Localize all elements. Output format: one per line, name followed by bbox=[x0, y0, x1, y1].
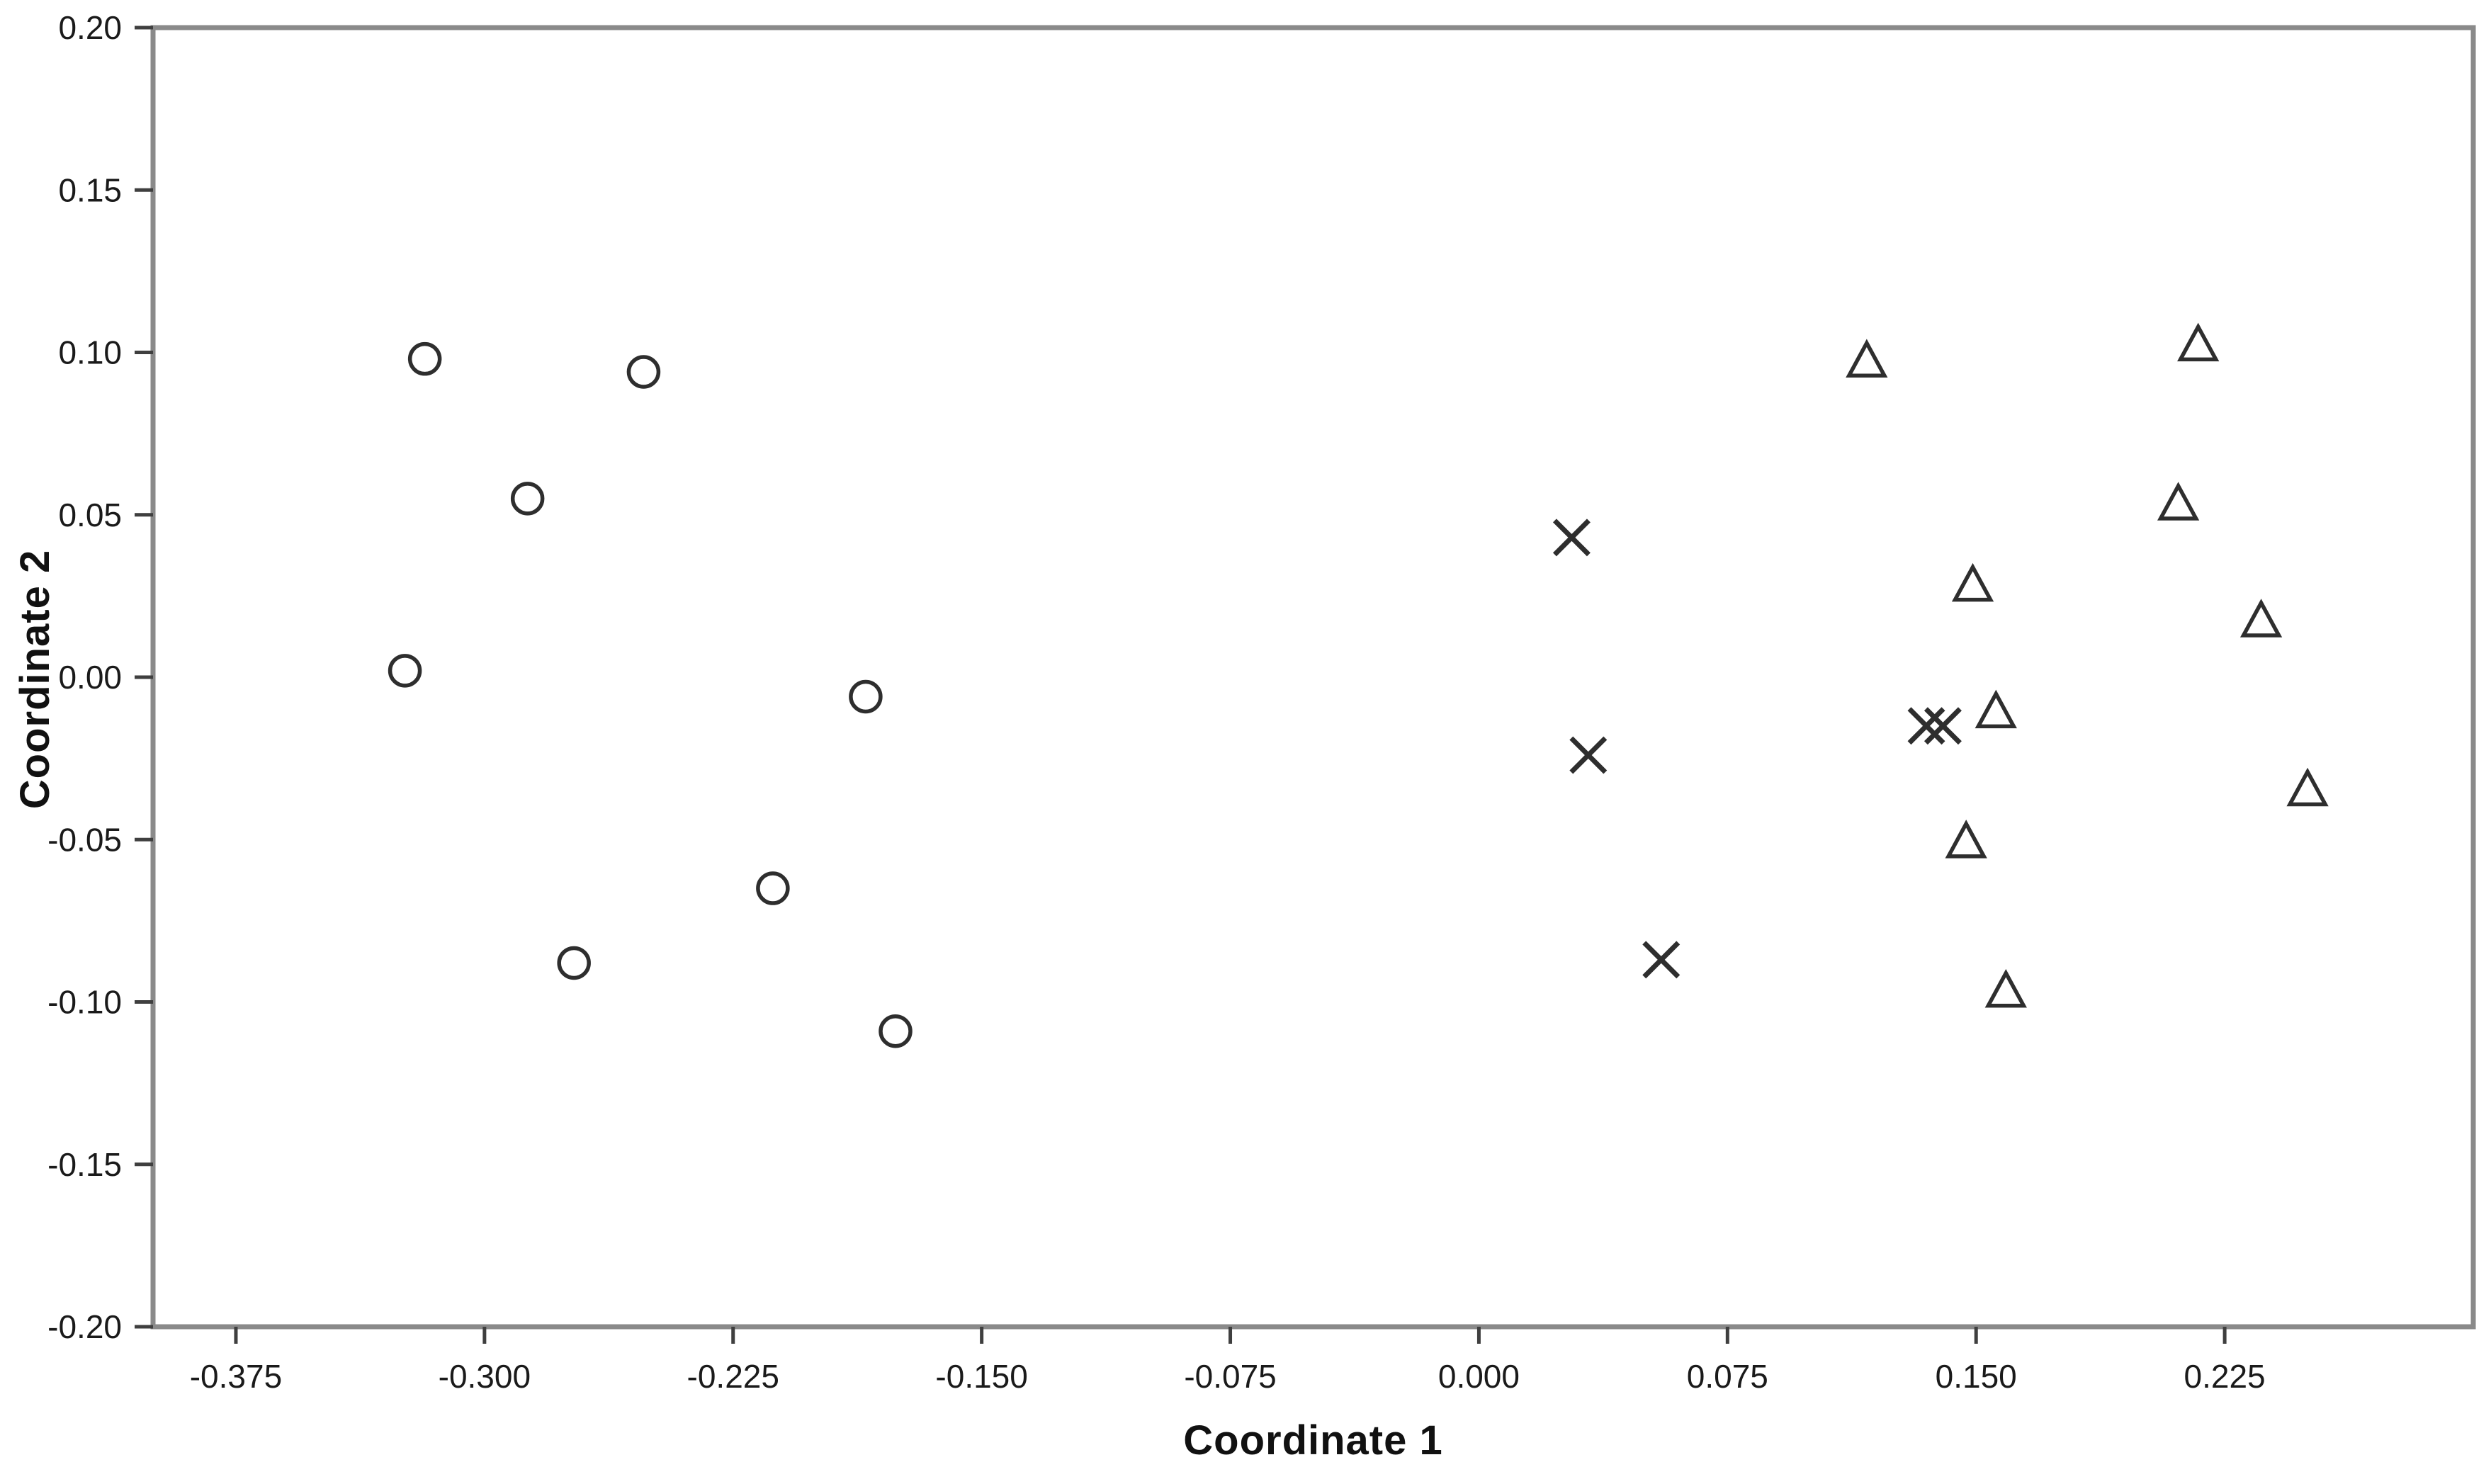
data-point-x bbox=[1552, 519, 1591, 557]
data-point-circle bbox=[407, 341, 442, 376]
y-tick-label: -0.15 bbox=[47, 1146, 122, 1183]
series-triangles bbox=[1846, 322, 2329, 1008]
y-tick-label: 0.05 bbox=[58, 497, 122, 533]
x-tick-label: -0.075 bbox=[1184, 1358, 1276, 1395]
data-point-triangle bbox=[1984, 968, 2027, 1008]
data-point-triangle bbox=[1945, 820, 1987, 859]
plot-frame bbox=[150, 25, 2476, 1330]
y-axis-title: Coordinate 2 bbox=[12, 549, 58, 810]
data-point-circle bbox=[557, 946, 591, 980]
x-tick-label: 0.000 bbox=[1438, 1358, 1520, 1395]
series-x-marks bbox=[1552, 519, 1962, 979]
y-tick-label: -0.10 bbox=[47, 984, 122, 1021]
data-point-circle bbox=[388, 654, 422, 688]
data-point-x bbox=[1907, 707, 1945, 745]
x-tick-label: 0.150 bbox=[1936, 1358, 2017, 1395]
x-tick-label: 0.225 bbox=[2184, 1358, 2266, 1395]
x-tick-label: -0.225 bbox=[687, 1358, 779, 1395]
y-tick-label: -0.20 bbox=[47, 1308, 122, 1345]
data-point-circle bbox=[756, 871, 790, 905]
y-axis: 0.20 0.15 0.10 0.05 0.00 -0.05 -0.10 -0.15 -0.20 bbox=[47, 9, 153, 1345]
data-point-circle bbox=[510, 482, 545, 516]
y-tick-label: -0.05 bbox=[47, 821, 122, 858]
x-tick-label: 0.075 bbox=[1687, 1358, 1768, 1395]
data-point-triangle bbox=[1846, 339, 1888, 378]
data-point-x bbox=[1924, 707, 1962, 745]
series-circles bbox=[388, 341, 913, 1048]
y-tick-label: 0.15 bbox=[58, 171, 122, 208]
data-point-x bbox=[1569, 736, 1608, 774]
data-point-circle bbox=[626, 355, 661, 389]
data-point-triangle bbox=[2239, 599, 2283, 638]
data-point-x bbox=[1642, 941, 1681, 979]
y-tick-label: 0.10 bbox=[58, 334, 122, 371]
data-point-triangle bbox=[2157, 482, 2200, 521]
y-tick-label: 0.20 bbox=[58, 9, 122, 46]
x-axis: -0.375 -0.300 -0.225 -0.150 -0.075 0.000 0.075… bbox=[190, 1327, 2266, 1395]
x-tick-label: -0.300 bbox=[439, 1358, 531, 1395]
x-axis-title: Coordinate 1 bbox=[1183, 1417, 1443, 1463]
data-point-triangle bbox=[2177, 322, 2220, 362]
x-tick-label: -0.375 bbox=[190, 1358, 282, 1395]
data-point-circle bbox=[879, 1014, 913, 1048]
data-point-triangle bbox=[1951, 562, 1994, 602]
data-point-triangle bbox=[2286, 767, 2329, 807]
y-tick-label: 0.00 bbox=[58, 659, 122, 696]
x-tick-label: -0.150 bbox=[935, 1358, 1027, 1395]
data-point-triangle bbox=[1975, 689, 2017, 729]
data-point-circle bbox=[849, 679, 883, 714]
